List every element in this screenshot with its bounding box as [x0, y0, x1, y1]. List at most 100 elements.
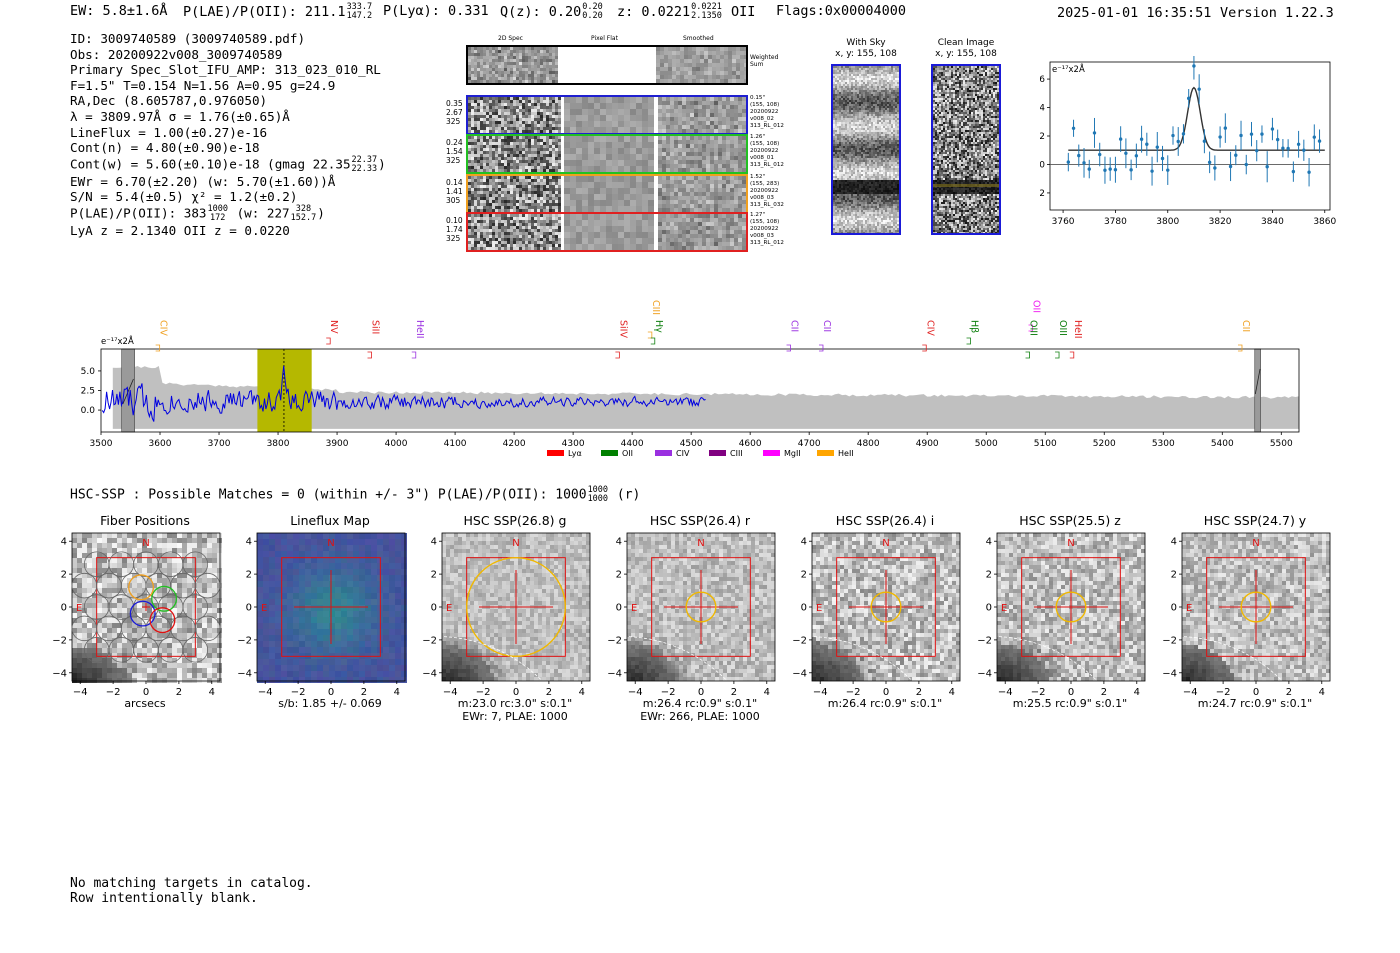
- hsc-xtick: −4: [813, 687, 828, 698]
- spectrum-xtick: 4100: [444, 439, 467, 449]
- hsc-xtick: 0: [328, 687, 334, 698]
- cutout-row-left-labels: 0.24 1.54 325: [446, 138, 463, 165]
- hsc-xtick: 0: [698, 687, 704, 698]
- spectrum-unit-label: e⁻¹⁷x2Å: [101, 335, 134, 347]
- zoom-data-point: [1155, 145, 1159, 149]
- hsc-xtick: −2: [476, 687, 491, 698]
- neighbor-ellipse: [628, 636, 726, 680]
- hsc-panel: 4 2 0 −2 −4 −4 −2 0 2 4 N E: [422, 532, 591, 698]
- north-label: N: [1067, 538, 1074, 549]
- hsc-panel: 4 2 0 −2 −4 −4 −2 0 2 4 N E: [237, 532, 407, 698]
- zoom-ytick: 2: [1040, 132, 1045, 142]
- zoom-data-point: [1108, 167, 1112, 171]
- full-spectrum-plot: e⁻¹⁷x2Å 5.0 2.5 0.0 3500 3600 3700 3800 3900 4000…: [81, 300, 1300, 458]
- clean-image-title: Clean Image x, y: 155, 108: [935, 38, 997, 59]
- legend-swatch: [763, 450, 780, 456]
- north-label: N: [697, 538, 704, 549]
- search-box: [836, 557, 936, 657]
- hsc-xtick: 0: [143, 687, 149, 698]
- spectral-line-label: SiIV: [617, 320, 628, 338]
- aperture-circle: [1240, 591, 1272, 623]
- zoom-data-point: [1255, 148, 1259, 153]
- hsc-ytick: 0: [431, 603, 437, 614]
- zoom-data-point: [1071, 126, 1076, 130]
- hsc-ytick: −2: [422, 635, 437, 646]
- legend-swatch: [601, 450, 618, 456]
- zoom-data-point: [1192, 64, 1196, 68]
- spectral-line-label: CII: [821, 320, 832, 332]
- hsc-ytick: −4: [1162, 668, 1177, 679]
- hsc-xtick: −4: [998, 687, 1013, 698]
- hsc-ytick: 2: [616, 570, 622, 581]
- aperture-circle: [465, 556, 567, 658]
- aperture-circle: [870, 591, 902, 623]
- info-lya: LyA z = 2.1340 OII z = 0.0220: [70, 222, 290, 238]
- zoom-xtick: 3800: [1156, 217, 1179, 227]
- spectrum-xtick: 4500: [680, 439, 703, 449]
- cutout-row: [466, 95, 748, 135]
- zoom-data-point: [1077, 153, 1081, 158]
- aperture-circle: [1055, 591, 1087, 623]
- header-ew: EW: 5.8±1.6Å: [70, 3, 168, 19]
- spectrum-xtick: 3700: [208, 439, 231, 449]
- spectrum-xtick: 4900: [916, 439, 939, 449]
- zoom-data-point: [1197, 87, 1201, 91]
- info-sn: S/N = 5.4(±0.5) χ² = 1.2(±0.2): [70, 189, 298, 205]
- zoom-data-point: [1139, 137, 1144, 141]
- zoom-data-point: [1244, 162, 1248, 167]
- zoom-data-point: [1296, 142, 1301, 146]
- hsc-xtick: −4: [1183, 687, 1198, 698]
- hsc-ytick: 2: [431, 570, 437, 581]
- neighbor-ellipse: [1183, 636, 1281, 680]
- fiber-circle: [194, 615, 221, 642]
- col-header-2dspec: 2D Spec: [498, 35, 523, 42]
- hsc-xtick: 0: [883, 687, 889, 698]
- hsc-ytick: −2: [52, 635, 67, 646]
- hsc-xtick: 4: [209, 687, 215, 698]
- hsc-summary: HSC-SSP : Possible Matches = 0 (within +…: [70, 485, 641, 504]
- spectrum-xtick: 4300: [562, 439, 585, 449]
- cutout-row: [466, 174, 748, 214]
- legend-label: HeII: [838, 449, 854, 458]
- spectral-line-label: CIII: [650, 300, 661, 315]
- cutout-row-image: [468, 136, 746, 172]
- spectral-line-label: CII: [1240, 320, 1251, 332]
- hsc-panel-title: HSC SSP(24.7) y: [1203, 513, 1307, 528]
- zoom-xtick: 3760: [1052, 217, 1075, 227]
- hsc-xtick: −2: [846, 687, 861, 698]
- search-box: [96, 557, 196, 657]
- spectrum-xtick: 5000: [975, 439, 998, 449]
- zoom-data-point: [1082, 161, 1086, 165]
- zoom-data-point: [1260, 132, 1264, 136]
- info-lineflux: LineFlux = 1.00(±0.27)e-16: [70, 124, 268, 140]
- spectral-line-label: HeII: [414, 320, 425, 339]
- hsc-ytick: −2: [977, 635, 992, 646]
- search-box: [1206, 557, 1306, 657]
- hsc-panel-caption: m:25.5 rc:0.9" s:0.1": [1012, 697, 1128, 710]
- info-lambda: λ = 3809.97Å σ = 1.76(±0.65)Å: [70, 108, 290, 124]
- spectral-line-label: Hβ: [969, 320, 980, 333]
- line-window-highlight: [257, 349, 312, 432]
- hsc-panel-caption: arcsecs: [124, 697, 166, 710]
- east-label: E: [261, 603, 267, 614]
- spectrum-xtick: 5300: [1152, 439, 1175, 449]
- spectral-line-label: NV: [328, 320, 339, 334]
- north-label: N: [882, 538, 889, 549]
- hsc-panel: 4 2 0 −2 −4 −4 −2 0 2 4 N E: [792, 532, 961, 698]
- col-header-smoothed: Smoothed: [683, 35, 714, 42]
- zoom-data-point: [1103, 168, 1107, 172]
- neighbor-ellipse: [443, 636, 541, 680]
- spectral-line-label: CII: [789, 320, 800, 332]
- zoom-data-point: [1150, 169, 1154, 173]
- weighted-sum-label: Weighted Sum: [750, 54, 779, 68]
- hsc-ytick: −2: [792, 635, 807, 646]
- cutout-row: [466, 212, 748, 252]
- zoom-data-point: [1181, 132, 1186, 136]
- spectral-line-label: CIV: [924, 320, 935, 336]
- north-label: N: [512, 538, 519, 549]
- search-box: [281, 557, 381, 657]
- zoom-ytick: 0: [1040, 160, 1045, 170]
- hsc-ytick: 4: [246, 537, 252, 548]
- cutout-row-image: [468, 176, 746, 212]
- legend-label: MgII: [784, 449, 801, 458]
